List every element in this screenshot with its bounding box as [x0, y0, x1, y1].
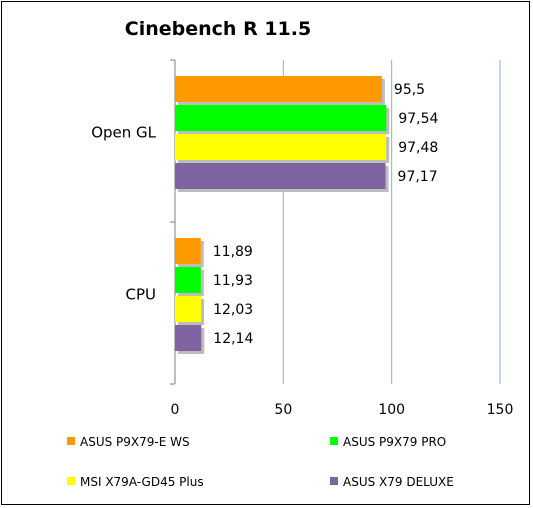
chart-title: Cinebench R 11.5	[125, 18, 311, 40]
bar	[175, 325, 202, 351]
bar	[175, 76, 382, 102]
data-label: 97,48	[398, 140, 438, 156]
bar	[175, 238, 201, 264]
legend-swatch	[330, 477, 338, 485]
x-tick-label: 150	[487, 402, 514, 418]
legend-swatch	[330, 437, 338, 445]
data-label: 11,93	[213, 273, 253, 289]
bar	[175, 267, 201, 293]
category-labels: Open GL CPU	[91, 124, 156, 304]
data-label: 12,03	[213, 302, 253, 318]
x-tick-label: 0	[171, 402, 180, 418]
data-label: 12,14	[213, 331, 253, 347]
bar	[175, 105, 387, 131]
bar	[175, 134, 387, 160]
x-tick-label: 100	[378, 402, 405, 418]
data-label: 95,5	[394, 82, 425, 98]
axes	[170, 59, 176, 385]
bar	[175, 163, 386, 189]
bar	[175, 296, 202, 322]
legend-label: ASUS P9X79 PRO	[343, 435, 446, 449]
category-label: CPU	[126, 286, 157, 304]
legend: ASUS P9X79-E WS ASUS P9X79 PRO MSI X79A-GD…	[67, 435, 454, 489]
legend-swatch	[67, 437, 75, 445]
legend-label: ASUS X79 DELUXE	[343, 475, 454, 489]
legend-label: MSI X79A-GD45 Plus	[80, 475, 204, 489]
x-tick-labels: 0 50 100 150	[171, 402, 514, 418]
data-label: 97,54	[398, 111, 438, 127]
legend-swatch	[67, 477, 75, 485]
category-label: Open GL	[91, 124, 156, 142]
bars: 95,5 97,54 97,48 97,17 11,89 11,93 12,03 12,14	[175, 76, 439, 354]
data-label: 97,17	[398, 169, 438, 185]
legend-label: ASUS P9X79-E WS	[80, 435, 190, 449]
x-tick-label: 50	[274, 402, 292, 418]
data-label: 11,89	[213, 244, 253, 260]
